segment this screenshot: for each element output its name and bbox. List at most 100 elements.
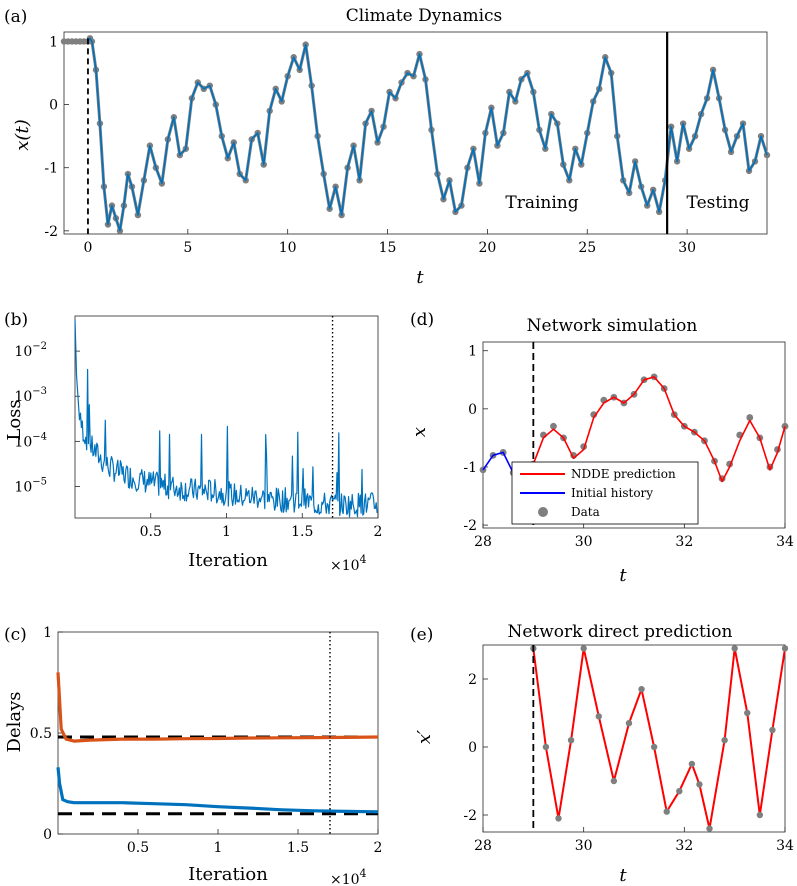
- y-tick-base: 10: [14, 344, 32, 360]
- y-tick-label: -2: [463, 808, 477, 824]
- prediction-line: [532, 376, 786, 483]
- x-tick-label: 30: [678, 240, 696, 256]
- axes-box: [482, 644, 786, 833]
- x-tick-label: 15: [379, 240, 397, 256]
- loss-line: [74, 319, 378, 518]
- panel-e-xlabel: t: [619, 865, 627, 886]
- panel-a-title: Climate Dynamics: [346, 6, 503, 26]
- x-tick-label: 32: [675, 838, 693, 854]
- panel-d-xlabel: t: [619, 565, 627, 586]
- y-tick-base: 10: [14, 434, 32, 450]
- x-tick-label: 5: [183, 240, 192, 256]
- panel-b-exponent: ×104: [330, 553, 367, 574]
- data-point: [663, 808, 670, 815]
- data-point: [625, 720, 633, 727]
- x-tick-label: 0.5: [140, 524, 162, 540]
- data-point: [721, 737, 728, 744]
- x-tick-label: 34: [776, 534, 794, 550]
- data-point: [756, 811, 764, 819]
- panel-a-label: (a): [4, 7, 27, 27]
- y-tick-power: −5: [32, 476, 47, 487]
- x-tick-label: 2: [374, 840, 383, 856]
- data-point: [610, 777, 618, 785]
- data-point: [688, 760, 696, 768]
- y-tick-label: 1: [468, 344, 477, 360]
- y-tick-power: −3: [32, 386, 47, 397]
- delay-series-1: [56, 672, 379, 743]
- legend-label-ndde: NDDE prediction: [571, 467, 676, 481]
- x-tick-label: 20: [478, 240, 496, 256]
- data-point: [550, 422, 557, 430]
- panel-a-annotation-training: Training: [505, 193, 578, 213]
- data-point: [731, 645, 738, 652]
- y-tick-base: 10: [14, 389, 32, 405]
- panel-e-label: (e): [410, 625, 433, 645]
- panel-c-xlabel: Iteration: [188, 864, 268, 885]
- legend-swatch-data: [538, 507, 548, 517]
- panel-e: (e) Network direct prediction x′ t 28 30 3…: [410, 622, 794, 886]
- x-tick-label: 2: [374, 524, 383, 540]
- x-tick-label: 1: [222, 524, 231, 540]
- data-point: [781, 645, 789, 652]
- delay-series-2: [56, 767, 379, 814]
- panel-d-title: Network simulation: [527, 316, 698, 336]
- data-point: [555, 815, 562, 822]
- panel-b: (b) Loss Iteration ×104 0.5 1 1.5 210−210−3…: [4, 310, 382, 574]
- x-tick-label: 1.5: [287, 840, 309, 856]
- panel-d-label: (d): [410, 310, 434, 330]
- data-point: [769, 726, 776, 734]
- y-tick-label: 10−2: [14, 341, 47, 360]
- data-point: [706, 825, 713, 832]
- y-tick-label: -1: [463, 460, 477, 476]
- y-tick-power: −2: [32, 341, 47, 352]
- x-tick-label: 30: [575, 534, 593, 550]
- y-tick-label: -2: [463, 518, 477, 534]
- x-tick-label: 0: [84, 240, 93, 256]
- panel-a-ylabel: x(t): [12, 119, 33, 150]
- y-tick-label: 1: [43, 625, 52, 641]
- panel-b-xlabel: Iteration: [188, 550, 268, 571]
- panel-c-exponent: ×104: [330, 867, 367, 886]
- data-point: [650, 743, 658, 751]
- panel-e-ylabel: x′: [414, 730, 435, 744]
- x-tick-label: 32: [675, 534, 693, 550]
- x-tick-label: 1: [214, 840, 223, 856]
- y-tick-label: 0: [468, 740, 477, 756]
- data-point: [746, 414, 754, 421]
- data-point: [676, 788, 683, 795]
- panel-a-xlabel: t: [416, 267, 424, 288]
- data-point: [542, 743, 550, 751]
- x-tick-label: 34: [776, 838, 794, 854]
- x-tick-label: 28: [474, 838, 492, 854]
- y-tick-label: 10−3: [14, 386, 47, 405]
- y-tick-power: −4: [32, 431, 47, 442]
- panel-c: (c) Delays Iteration ×104 0.5 1 1.5 2 0 0.5 1: [4, 625, 382, 886]
- panel-e-title: Network direct prediction: [507, 622, 732, 642]
- x-tick-label: 0.5: [127, 840, 149, 856]
- panel-c-label: (c): [4, 625, 27, 645]
- legend-label-data: Data: [571, 505, 600, 519]
- y-tick-label: -2: [44, 224, 58, 240]
- y-tick-label: 0: [43, 827, 52, 843]
- panel-a: (a) Climate Dynamics x(t) t Training Tes…: [4, 6, 771, 288]
- x-tick-label: 1.5: [291, 524, 313, 540]
- panel-c-ylabel: Delays: [4, 692, 25, 753]
- y-tick-label: 10−4: [14, 431, 47, 450]
- model-line: [87, 37, 768, 232]
- x-tick-label: 25: [578, 240, 596, 256]
- panel-b-ylabel: Loss: [4, 399, 25, 440]
- data-point: [580, 645, 587, 652]
- x-tick-label: 28: [474, 534, 492, 550]
- panel-a-annotation-testing: Testing: [687, 193, 750, 213]
- data-point: [781, 422, 789, 430]
- data-point: [638, 686, 645, 693]
- data-point: [696, 781, 703, 788]
- y-tick-label: 0.5: [30, 726, 52, 742]
- y-tick-label: -1: [44, 161, 58, 177]
- y-tick-label: 10−5: [14, 476, 47, 495]
- x-tick-label: 30: [575, 838, 593, 854]
- panel-d-ylabel: x: [409, 427, 430, 437]
- axes-box: [63, 31, 768, 235]
- y-tick-base: 10: [14, 479, 32, 495]
